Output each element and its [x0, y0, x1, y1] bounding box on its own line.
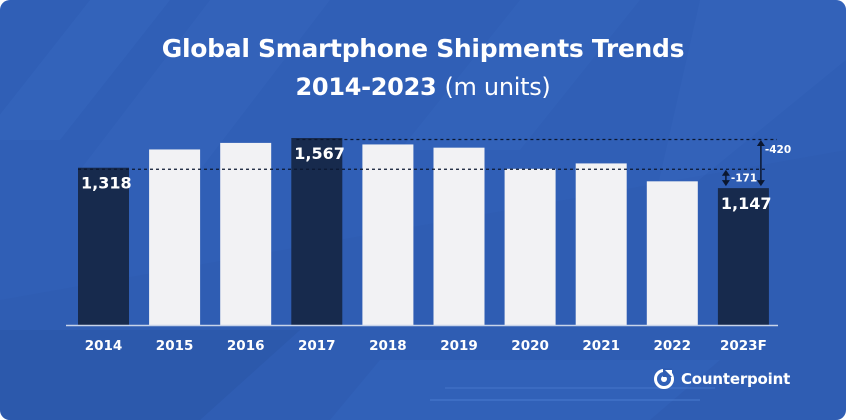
x-tick-label: 2021 [582, 338, 620, 354]
bar-2019 [433, 147, 485, 325]
bar-2021 [575, 163, 627, 325]
bar-2020 [504, 168, 556, 325]
chart-subtitle: 2014-2023 (m units) [0, 73, 846, 101]
bar-2015 [149, 149, 201, 325]
x-tick-label: 2014 [85, 338, 123, 354]
data-label: 1,318 [81, 174, 132, 193]
x-tick-label: 2019 [440, 338, 478, 354]
x-tick-label: 2023F [720, 338, 767, 354]
brand-name: Counterpoint [681, 370, 791, 388]
counterpoint-logo-icon [654, 368, 674, 389]
arrow-head-down [721, 180, 730, 187]
x-tick-label: 2018 [369, 338, 407, 354]
data-label: 1,567 [294, 144, 345, 163]
x-tick-label: 2017 [298, 338, 336, 354]
bar-2016 [220, 142, 272, 325]
chart-title: Global Smartphone Shipments Trends [161, 34, 685, 63]
bar-2023f [717, 188, 769, 325]
bar-2017 [291, 138, 343, 325]
arrow-head-up [721, 169, 730, 176]
brand-logo: Counterpoint [653, 366, 790, 392]
x-tick-label: 2016 [227, 338, 265, 354]
arrow-head-down [756, 180, 765, 187]
arrow-head-up [756, 140, 765, 146]
bar-2014 [78, 167, 129, 325]
data-label: 1,147 [721, 194, 772, 213]
bar-2018 [362, 144, 414, 325]
difference-label: -420 [765, 144, 791, 156]
subtitle-unit: (m units) [444, 73, 551, 101]
x-tick-label: 2015 [156, 338, 194, 354]
x-tick-label: 2020 [511, 338, 549, 354]
bar-2022 [646, 181, 698, 325]
difference-label: -171 [731, 173, 757, 185]
x-tick-label: 2022 [654, 338, 692, 354]
subtitle-years: 2014-2023 [295, 73, 437, 101]
